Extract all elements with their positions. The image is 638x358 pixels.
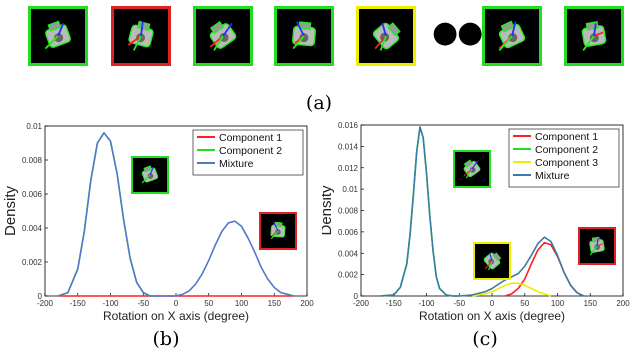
legend-label: Component 1 xyxy=(535,131,598,143)
x-tick-label: -200 xyxy=(37,299,54,308)
chart-b: -200 -150 -100 -50 0 50 100 150 200 0 0.002 0.004 0.… xyxy=(0,118,322,323)
y-tick-label: 0.006 xyxy=(22,190,43,199)
x-tick-label: 0 xyxy=(174,299,179,308)
pose-inset-green xyxy=(453,150,491,188)
y-tick-label: 0.01 xyxy=(26,122,42,131)
y-tick-label: 0.006 xyxy=(338,228,359,237)
pose-thumbnail xyxy=(193,6,253,66)
legend xyxy=(508,128,620,188)
x-tick-label: -150 xyxy=(70,299,87,308)
x-axis-label: Rotation on X axis (degree) xyxy=(103,309,249,323)
caption-b: (b) xyxy=(152,328,180,350)
legend-label: Mixture xyxy=(219,158,254,170)
y-tick-label: 0 xyxy=(354,292,359,301)
x-tick-label: -200 xyxy=(353,299,370,308)
y-tick-label: 0.008 xyxy=(338,207,359,216)
pose-inset-yellow xyxy=(473,242,511,280)
y-tick-label: 0.002 xyxy=(338,271,359,280)
y-tick-label: 0.016 xyxy=(338,121,359,130)
x-tick-label: 200 xyxy=(300,299,314,308)
x-tick-label: -50 xyxy=(137,299,149,308)
x-tick-label: -100 xyxy=(418,299,435,308)
pose-thumbnail xyxy=(482,6,542,66)
x-tick-label: 100 xyxy=(551,299,565,308)
y-tick-label: 0.004 xyxy=(22,224,43,233)
x-tick-label: 0 xyxy=(490,299,495,308)
series-line xyxy=(472,282,552,297)
y-axis-label: Density xyxy=(2,185,19,236)
x-tick-label: 50 xyxy=(204,299,213,308)
x-tick-label: 150 xyxy=(268,299,282,308)
x-tick-label: -50 xyxy=(453,299,465,308)
x-tick-label: 200 xyxy=(616,299,630,308)
x-tick-label: -150 xyxy=(386,299,403,308)
x-tick-label: 100 xyxy=(235,299,249,308)
legend-label: Mixture xyxy=(535,170,570,182)
pose-thumbnail-strip: ●●● xyxy=(0,0,638,90)
y-tick-label: 0.01 xyxy=(342,185,358,194)
y-tick-label: 0.014 xyxy=(338,142,359,151)
pose-inset-red xyxy=(259,212,297,250)
y-tick-label: 0.008 xyxy=(22,156,43,165)
ellipsis: ●●● xyxy=(432,15,509,50)
y-tick-label: 0.004 xyxy=(338,249,359,258)
caption-a: (a) xyxy=(305,92,333,114)
chart-c: -200 -150 -100 -50 0 50 100 150 200 0 0.002 0.004 0.… xyxy=(318,118,638,323)
y-tick-label: 0.012 xyxy=(338,164,359,173)
pose-inset-green xyxy=(131,156,169,194)
pose-thumbnail xyxy=(28,6,88,66)
legend-label: Component 1 xyxy=(219,132,282,144)
x-tick-label: 150 xyxy=(584,299,598,308)
legend-label: Component 2 xyxy=(219,145,282,157)
pose-thumbnail xyxy=(564,6,624,66)
series-line xyxy=(380,126,585,297)
legend-label: Component 3 xyxy=(535,157,598,169)
y-tick-label: 0 xyxy=(38,292,43,301)
pose-inset-red xyxy=(578,227,616,265)
pose-thumbnail xyxy=(111,6,171,66)
x-tick-label: 50 xyxy=(520,299,529,308)
x-tick-label: -100 xyxy=(102,299,119,308)
legend-label: Component 2 xyxy=(535,144,598,156)
y-axis-label: Density xyxy=(322,185,335,236)
pose-thumbnail xyxy=(356,6,416,66)
x-axis-label: Rotation on X axis (degree) xyxy=(419,309,565,323)
y-tick-label: 0.002 xyxy=(22,258,43,267)
caption-c: (c) xyxy=(472,328,498,350)
pose-thumbnail xyxy=(274,6,334,66)
series-line xyxy=(57,132,295,297)
